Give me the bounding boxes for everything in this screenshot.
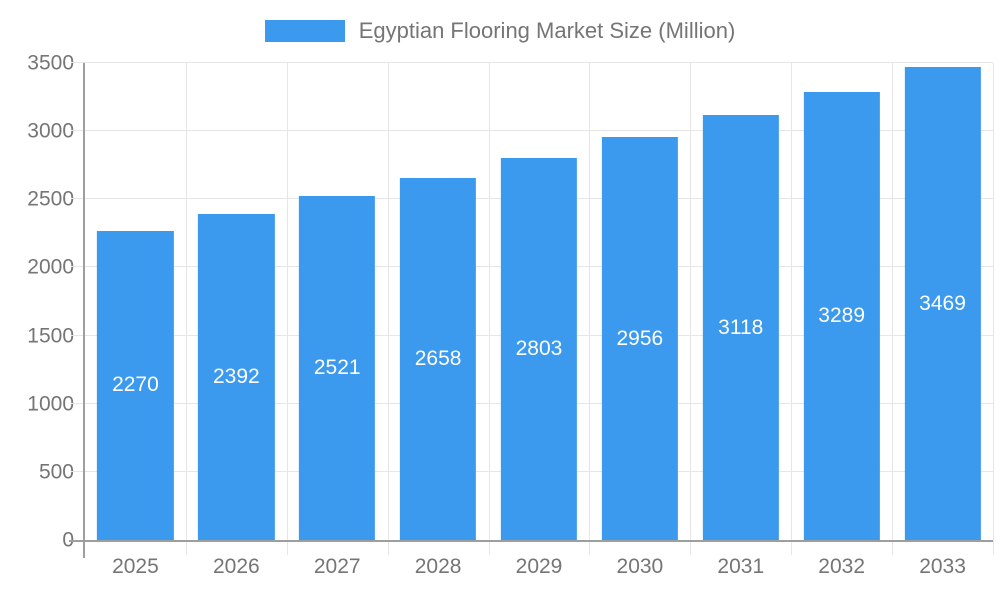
gridline-x-7 [791,63,793,555]
bar-value-label-2032: 3289 [818,303,866,327]
x-tick-label-2026: 2026 [212,555,260,578]
gridline-x-4 [488,63,490,555]
bar-value-label-2030: 2956 [616,326,664,350]
x-tick-label-2031: 2031 [717,555,765,578]
bar-2027: 2521 [299,196,376,540]
x-tick-label-2025: 2025 [112,555,159,578]
x-tick-label-2029: 2029 [515,555,563,578]
bar-value-label-2025: 2270 [112,373,159,397]
bar-value-label-2026: 2392 [212,365,260,388]
bar-value-label-2029: 2803 [515,337,563,360]
bar-2026: 2392 [198,214,275,540]
bar-2025: 2270 [97,230,174,540]
gridline-x-9 [993,63,994,555]
x-tick-label-2033: 2033 [919,555,966,578]
gridline-x-8 [892,63,894,555]
x-tick-label-2027: 2027 [313,555,361,578]
gridline-y-3000 [71,130,993,132]
y-tick-label-1500: 1500 [27,324,74,348]
bar-2030: 2956 [601,137,679,540]
y-tick-label-3500: 3500 [27,51,74,75]
plot-area: 2270 2392 2521 2658 2803 2956 3118 3289 3469 [69,62,994,558]
y-tick-label-2500: 2500 [27,187,74,211]
gridline-x-1 [185,63,187,555]
bar-value-label-2027: 2521 [313,356,361,380]
y-tick-label-0: 0 [62,530,74,551]
x-axis-labels: 2025 2026 2027 2028 2029 2030 2031 2032 2033 [85,556,993,586]
bar-2033: 3469 [904,67,981,540]
x-tick-label-2028: 2028 [414,555,462,578]
bar-2029: 2803 [500,158,578,540]
x-tick-label-2030: 2030 [616,555,664,578]
y-tick-label-3000: 3000 [27,119,74,143]
bar-value-label-2031: 3118 [718,315,764,339]
x-axis-line [69,540,993,542]
gridline-x-6 [690,63,692,555]
gridline-x-5 [589,63,591,555]
y-axis-labels: 0 500 1000 1500 2000 2500 3000 3500 [0,53,74,551]
y-tick-label-2000: 2000 [27,255,74,279]
gridline-x-3 [387,63,389,555]
legend: Egyptian Flooring Market Size (Million) [0,18,1000,44]
legend-label: Egyptian Flooring Market Size (Million) [358,18,736,43]
bar-2028: 2658 [399,177,477,540]
bar-2031: 3118 [702,115,779,540]
bar-value-label-2033: 3469 [919,291,966,315]
x-tick-label-2032: 2032 [818,555,866,578]
bar-value-label-2028: 2658 [414,346,462,370]
y-tick-label-1000: 1000 [27,392,74,416]
y-axis-line [83,63,85,558]
bar-2032: 3289 [803,91,880,540]
gridline-y-3500 [71,62,993,63]
y-tick-label-500: 500 [38,460,74,484]
legend-swatch [264,20,345,42]
gridline-x-2 [286,63,288,555]
